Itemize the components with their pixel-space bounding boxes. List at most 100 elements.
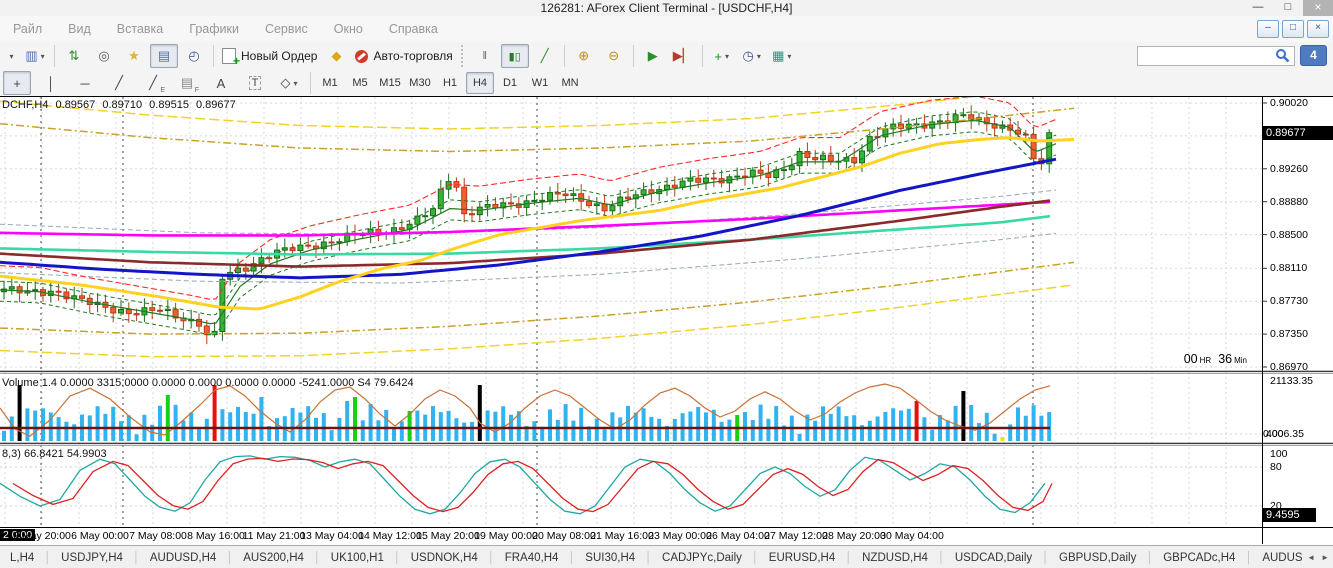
- maximize-button[interactable]: □: [1284, 1, 1292, 13]
- chart-bars-button[interactable]: ‖: [471, 44, 499, 68]
- chart-tab-audusd-h4[interactable]: AUDUSD,H4: [149, 551, 217, 564]
- search-icon[interactable]: [1275, 48, 1290, 63]
- equidistant-channel-button[interactable]: ╱ E: [139, 71, 167, 95]
- chart-autoscroll-button[interactable]: ▶: [639, 44, 667, 68]
- dropdown-caret-icon: ▾: [293, 78, 298, 88]
- autotrading-button[interactable]: Авто-торговля: [352, 44, 455, 68]
- date-axis-label: 21 May 16:00: [590, 530, 654, 542]
- market-watch-icon: ▤: [157, 48, 171, 63]
- crosshair-target-button[interactable]: ◎: [90, 44, 118, 68]
- text-tool-icon: A: [216, 75, 226, 91]
- timeframe-h4-button[interactable]: H4: [466, 72, 494, 94]
- timeframe-mn-button[interactable]: MN: [561, 77, 579, 89]
- drawing-toolbar: + │ ─ ╱ ╱ E ▤ F A T ◇ ▾ M1 M5 M15 M30 H1 H4 D1 W1 MN: [0, 70, 1333, 97]
- menu-item-3[interactable]: Графики: [189, 22, 239, 36]
- vertical-line-button[interactable]: │: [37, 71, 65, 95]
- autotrading-icon: [355, 49, 369, 63]
- text-label-tool-button[interactable]: T: [241, 71, 269, 95]
- volume-axis-top: 21133.35: [1270, 375, 1314, 387]
- stochastic-axis-label: 80: [1270, 461, 1282, 473]
- chart-tab-fra40-h4[interactable]: FRA40,H4: [504, 551, 559, 564]
- chart-profile-cut-button[interactable]: ▾: [1, 44, 19, 68]
- chat-badge-count: 4: [1310, 48, 1317, 62]
- templates-icon: ▦: [772, 48, 785, 63]
- chart-shift-button[interactable]: ▶▏: [669, 44, 697, 68]
- horizontal-line-button[interactable]: ─: [71, 71, 99, 95]
- timeframe-m1-button[interactable]: M1: [322, 77, 338, 89]
- trendline-button[interactable]: ╱: [105, 71, 133, 95]
- chart-tab-cadjpyc-daily[interactable]: CADJPYc,Daily: [662, 551, 742, 564]
- periods-button[interactable]: ◷ ▾: [738, 44, 766, 68]
- chart-window[interactable]: DCHF,H4 0.89567 0.89710 0.89515 0.89677 …: [0, 96, 1333, 545]
- menu-item-4[interactable]: Сервис: [264, 22, 308, 36]
- chart-profiles-button[interactable]: ▥ ▾: [21, 44, 49, 68]
- tick-chart-button[interactable]: ⇅: [60, 44, 88, 68]
- date-axis-label: 14 May 12:00: [358, 530, 422, 542]
- cursor-crosshair-icon: +: [13, 75, 21, 91]
- fibonacci-button[interactable]: ▤ F: [173, 71, 201, 95]
- community-chat-button[interactable]: 4: [1300, 45, 1327, 66]
- upper-band-red-line: [0, 97, 1057, 300]
- chart-tab-usdnok-h4[interactable]: USDNOK,H4: [410, 551, 478, 564]
- date-axis-label: 7 May 08:00: [129, 530, 187, 542]
- metaeditor-button[interactable]: ◆: [322, 44, 350, 68]
- menu-item-1[interactable]: Вид: [68, 22, 91, 36]
- templates-button[interactable]: ▦ ▾: [768, 44, 796, 68]
- chart-tab-uk100-h1[interactable]: UK100,H1: [330, 551, 384, 564]
- vertical-line-icon: │: [46, 75, 56, 91]
- chart-line-button[interactable]: ╱: [531, 44, 559, 68]
- timeframe-m5-button[interactable]: M5: [352, 77, 368, 89]
- chart-tab-sui30-h4[interactable]: SUI30,H4: [585, 551, 636, 564]
- chart-tab-usdcad-daily[interactable]: USDCAD,Daily: [954, 551, 1033, 564]
- tab-scroll-left-icon[interactable]: ◄: [1307, 552, 1316, 562]
- new-order-button[interactable]: Новый Ордер: [219, 44, 320, 68]
- chart-canvas[interactable]: [0, 96, 1333, 545]
- zoom-in-button[interactable]: ⊕: [570, 44, 598, 68]
- dropdown-caret-icon: ▾: [787, 51, 792, 61]
- search-input[interactable]: [1137, 45, 1295, 66]
- close-value: 0.89677: [196, 99, 236, 111]
- new-order-label: Новый Ордер: [241, 49, 318, 63]
- timeframe-w1-button[interactable]: W1: [531, 77, 549, 89]
- market-watch-button[interactable]: ▤: [150, 44, 178, 68]
- favorites-icon: ★: [128, 48, 140, 63]
- menu-item-5[interactable]: Окно: [333, 22, 363, 36]
- timeframe-m30-button[interactable]: M30: [409, 77, 431, 89]
- close-button[interactable]: ×: [1303, 0, 1333, 16]
- mdi-minimize-button[interactable]: –: [1257, 20, 1279, 38]
- chart-tab-gbpcadc-h4[interactable]: GBPCADc,H4: [1163, 551, 1236, 564]
- favorites-button[interactable]: ★: [120, 44, 148, 68]
- strategy-tester-button[interactable]: ◴: [180, 44, 208, 68]
- mdi-close-button[interactable]: ×: [1307, 20, 1329, 38]
- timeframe-d1-button[interactable]: D1: [502, 77, 518, 89]
- mdi-restore-button[interactable]: □: [1282, 20, 1304, 38]
- tab-separator: │: [487, 551, 495, 564]
- chart-candles-button[interactable]: ▮▯: [500, 44, 529, 68]
- timeframe-h1-button[interactable]: H1: [442, 77, 458, 89]
- chart-tab-aus200-h4[interactable]: AUS200,H4: [243, 551, 304, 564]
- cursor-crosshair-button[interactable]: +: [3, 71, 31, 95]
- price-axis-label: 0.89260: [1270, 163, 1308, 175]
- minimize-button[interactable]: —: [1252, 1, 1264, 13]
- arrows-shapes-button[interactable]: ◇ ▾: [275, 71, 303, 95]
- zoom-out-button[interactable]: ⊖: [600, 44, 628, 68]
- search-area: 4: [1137, 45, 1327, 66]
- tab-scroll-right-icon[interactable]: ►: [1321, 552, 1329, 562]
- title-bar[interactable]: 126281: AForex Client Terminal - [USDCHF…: [0, 0, 1333, 16]
- chart-tab-usdjpy-h4[interactable]: USDJPY,H4: [61, 551, 123, 564]
- chart-tab-nzdusd-h4[interactable]: NZDUSD,H4: [862, 551, 928, 564]
- chart-tab-gbpusd-daily[interactable]: GBPUSD,Daily: [1059, 551, 1137, 564]
- high-value: 0.89710: [102, 99, 143, 111]
- text-tool-button[interactable]: A: [207, 71, 235, 95]
- tab-separator: │: [1245, 551, 1253, 564]
- timeframe-m15-button[interactable]: M15: [379, 77, 401, 89]
- chart-tab-eurusd-h4[interactable]: EURUSD,H4: [768, 551, 836, 564]
- chart-tab-l-h4[interactable]: L,H4: [10, 551, 35, 564]
- tab-separator: │: [44, 551, 52, 564]
- menu-item-0[interactable]: Райл: [13, 22, 43, 36]
- indicators-button[interactable]: + ▾: [708, 44, 736, 68]
- menu-item-6[interactable]: Справка: [388, 22, 438, 36]
- menu-item-2[interactable]: Вставка: [116, 22, 164, 36]
- toolbar-separator: [632, 45, 634, 67]
- date-axis: 2 0:00 2 May 20:00 6 May 00:00 7 May 08:00…: [0, 528, 1262, 544]
